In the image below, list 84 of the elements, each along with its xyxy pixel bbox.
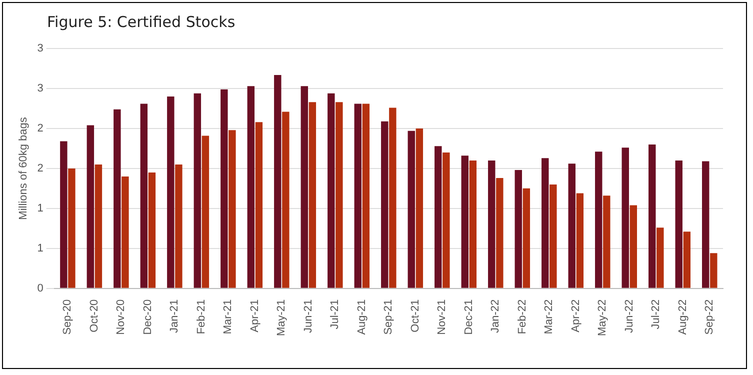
bar: [442, 152, 450, 288]
bar: [434, 146, 442, 288]
bar: [220, 89, 228, 288]
x-tick-label: Jan-21: [168, 299, 181, 333]
bar: [68, 168, 76, 288]
bar: [408, 130, 416, 288]
bar: [274, 74, 282, 288]
bar: [710, 253, 718, 288]
x-tick-label: Jan-22: [490, 299, 502, 333]
bar: [576, 193, 584, 288]
x-tick-label: Feb-22: [516, 299, 528, 334]
y-tick-label: 0: [37, 282, 44, 294]
bar: [675, 160, 682, 288]
y-tick-label: 3: [37, 82, 44, 95]
x-tick-label: Jun-22: [623, 299, 636, 333]
x-tick-label: Aug-21: [356, 299, 368, 335]
bar: [496, 178, 504, 288]
bar: [247, 86, 255, 288]
y-tick-label: 2: [37, 122, 44, 135]
bar: [514, 170, 522, 288]
y-axis-title: Millions of 60kg bags: [18, 116, 30, 220]
x-tick-label: Mar-21: [222, 299, 234, 334]
bar: [416, 128, 424, 288]
y-tick-label: 1: [37, 242, 44, 254]
x-tick-label: Oct-20: [88, 299, 100, 332]
bar: [630, 205, 638, 288]
bar: [282, 112, 290, 288]
bar: [683, 232, 690, 288]
x-tick-label: Sep-22: [704, 299, 716, 335]
x-tick-label: Oct-21: [409, 299, 422, 332]
bar: [702, 161, 710, 288]
x-tick-label: Sep-20: [62, 299, 74, 335]
bar: [328, 93, 335, 288]
x-tick-label: Jun-21: [302, 299, 314, 333]
bar: [522, 188, 530, 288]
bar: [167, 96, 174, 288]
bar: [648, 144, 656, 288]
x-tick-label: Jul-21: [329, 299, 342, 330]
bar: [595, 152, 602, 288]
x-tick-label: Nov-21: [436, 299, 448, 335]
x-tick-label: Dec-21: [462, 299, 475, 335]
x-tick-label: Sep-21: [382, 299, 395, 335]
bar: [148, 172, 156, 288]
bar: [550, 184, 557, 288]
bar: [336, 102, 343, 288]
bar: [202, 136, 210, 288]
y-tick-label: 1: [37, 202, 44, 214]
bar: [308, 102, 316, 288]
x-tick-label: Dec-20: [142, 299, 154, 335]
x-tick-label: Apr-21: [248, 299, 261, 332]
bar: [122, 176, 129, 288]
bar: [94, 164, 102, 288]
bar: [381, 121, 388, 288]
bar: [300, 86, 308, 288]
bar: [622, 148, 629, 288]
bar: [114, 109, 121, 288]
x-tick-label: Feb-21: [195, 299, 208, 334]
y-tick-label: 3: [37, 42, 44, 55]
bar: [603, 196, 610, 288]
x-tick-label: May-22: [596, 299, 609, 336]
y-tick-label: 2: [37, 162, 44, 174]
bar: [542, 158, 549, 288]
bar: [568, 164, 576, 288]
chart-title: Figure 5: Certified Stocks: [47, 13, 236, 31]
bar: [469, 160, 477, 288]
x-tick-label: Jul-22: [650, 299, 662, 330]
bar: [488, 160, 496, 288]
x-tick-label: Mar-22: [543, 299, 556, 334]
x-tick-label: May-21: [276, 299, 288, 336]
x-tick-label: Apr-22: [570, 299, 582, 332]
x-tick-label: Nov-20: [115, 299, 128, 335]
bar: [60, 141, 68, 288]
bar: [362, 104, 370, 288]
bar: [228, 130, 236, 288]
bar: [461, 156, 468, 288]
bar: [354, 104, 362, 288]
bar: [255, 122, 263, 288]
bar: [656, 228, 664, 288]
bar: [140, 104, 148, 288]
bar: [389, 108, 396, 288]
bar: [194, 93, 202, 288]
bar: [175, 164, 182, 288]
bar: [86, 125, 94, 288]
x-tick-label: Aug-22: [676, 299, 689, 335]
